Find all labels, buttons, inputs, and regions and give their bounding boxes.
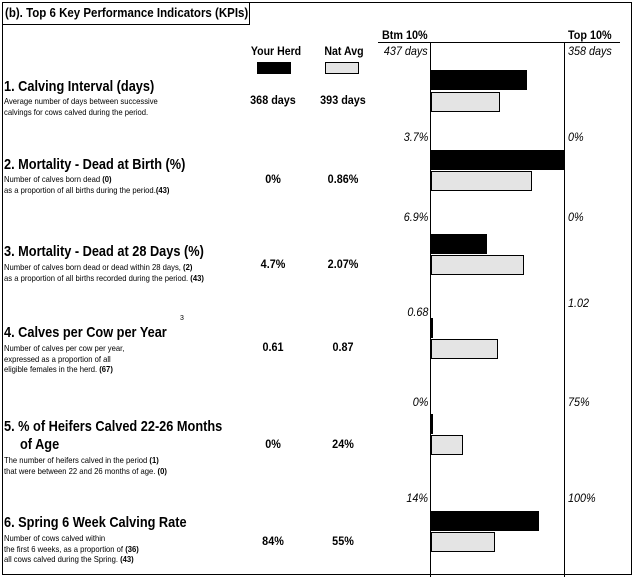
kpi-description-line: as a proportion of all births during the… xyxy=(4,185,169,196)
kpi-description-line: expressed as a proportion of all xyxy=(4,354,124,365)
section-title: (b). Top 6 Key Performance Indicators (K… xyxy=(5,6,249,20)
kpi-description-text: expressed as a proportion of all xyxy=(4,353,111,364)
your-herd-bar-2 xyxy=(431,150,564,170)
kpi-description-line: Number of calves born dead or dead withi… xyxy=(4,262,204,273)
nat-avg-bar-4 xyxy=(431,339,498,359)
kpi-description-4: Number of calves per cow per year, expres… xyxy=(4,343,124,375)
bottom-10-value-5: 0% xyxy=(412,395,428,409)
kpi-description-line: the first 6 weeks, as a proportion of (3… xyxy=(4,544,139,555)
nat-avg-bar-6 xyxy=(431,532,495,552)
top-10-value-5: 75% xyxy=(568,395,590,409)
kpi-title-1: 1. Calving Interval (days) xyxy=(4,78,155,95)
your-herd-header: Your Herd xyxy=(250,44,302,58)
top-10-value-4: 1.02 xyxy=(568,296,590,310)
kpi-description-text: Number of calves per cow per year, xyxy=(4,343,125,353)
kpi-description-text: Number of calves born dead or dead withi… xyxy=(4,262,184,272)
kpi-description-text: the first 6 weeks, as a proportion of xyxy=(4,543,126,554)
kpi-description-6: Number of cows calved within the first 6 … xyxy=(4,533,139,565)
kpi-title-2: 2. Mortality - Dead at Birth (%) xyxy=(4,156,186,173)
kpi-title-4: 4. Calves per Cow per Year xyxy=(4,324,167,341)
bottom-10-value-6: 14% xyxy=(406,491,428,505)
benchmark-rule xyxy=(378,42,620,43)
kpi-description-line: Number of calves born dead (0) xyxy=(4,174,169,185)
nat-avg-value-4: 0.87 xyxy=(332,340,354,354)
nat-avg-header: Nat Avg xyxy=(324,44,364,58)
kpi-count: (36) xyxy=(125,543,139,554)
nat-avg-bar-1 xyxy=(431,92,500,112)
kpi-description-line: eligible females in the herd. (67) xyxy=(4,364,124,375)
your-herd-value-2: 0% xyxy=(265,172,281,186)
top-10-value-2: 0% xyxy=(568,130,584,144)
your-herd-bar-1 xyxy=(431,70,527,90)
kpi-description-text: that were between 22 and 26 months of ag… xyxy=(4,465,158,476)
kpi-title-5: 5. % of Heifers Calved 22-26 Months xyxy=(4,418,223,435)
kpi-description-line: all cows calved during the Spring. (43) xyxy=(4,554,139,565)
kpi-description-2: Number of calves born dead (0) as a propo… xyxy=(4,174,169,195)
kpi-description-line: Number of calves per cow per year, xyxy=(4,343,124,354)
kpi-count: (0) xyxy=(157,465,167,476)
kpi-count: (43) xyxy=(120,554,134,564)
kpi-description-line: Average number of days between successiv… xyxy=(4,96,158,106)
your-herd-bar-3 xyxy=(431,234,487,254)
kpi-description-5: The number of heifers calved in the peri… xyxy=(4,455,167,476)
kpi-superscript-4: 3 xyxy=(180,315,184,322)
kpi-description-text: Number of cows calved within xyxy=(4,533,106,543)
top-10-value-3: 0% xyxy=(568,210,584,224)
kpi-description-line: calvings for cows calved during the peri… xyxy=(4,106,149,117)
your-herd-value-5: 0% xyxy=(265,437,281,451)
top-10-axis xyxy=(564,42,565,577)
bottom-10-value-2: 3.7% xyxy=(403,130,428,144)
nat-avg-value-3: 2.07% xyxy=(327,257,359,271)
your-herd-legend-swatch xyxy=(257,62,291,74)
your-herd-bar-6 xyxy=(431,511,539,531)
top-10-value-1: 358 days xyxy=(568,44,612,58)
bottom-10-value-1: 437 days xyxy=(384,44,428,58)
kpi-description-line: The number of heifers calved in the peri… xyxy=(4,455,167,466)
bottom-10-axis xyxy=(430,42,431,577)
kpi-description-text: all cows calved during the Spring. xyxy=(4,554,121,564)
kpi-description-text: as a proportion of all births recorded d… xyxy=(4,272,191,283)
top-10-value-6: 100% xyxy=(568,491,596,505)
your-herd-bar-4 xyxy=(431,318,433,338)
kpi-count: (67) xyxy=(99,364,113,374)
nat-avg-value-6: 55% xyxy=(332,534,354,548)
your-herd-value-3: 4.7% xyxy=(260,257,286,271)
your-herd-value-1: 368 days xyxy=(250,93,296,107)
kpi-description-3: Number of calves born dead or dead withi… xyxy=(4,262,204,283)
kpi-count: (43) xyxy=(155,184,170,195)
kpi-count: (43) xyxy=(190,272,204,283)
kpi-description-text: The number of heifers calved in the peri… xyxy=(4,455,150,465)
kpi-description-text: as a proportion of all births during the… xyxy=(4,184,156,195)
nat-avg-value-2: 0.86% xyxy=(327,172,359,186)
title-divider-vertical xyxy=(249,2,250,25)
bottom-10-value-4: 0.68 xyxy=(406,305,428,319)
kpi-count: (1) xyxy=(149,455,159,465)
nat-avg-value-5: 24% xyxy=(332,437,354,451)
your-herd-value-4: 0.61 xyxy=(262,340,284,354)
kpi-count: (0) xyxy=(102,174,112,184)
kpi-description-line: that were between 22 and 26 months of ag… xyxy=(4,466,167,477)
kpi-description-text: Number of calves born dead xyxy=(4,174,103,184)
kpi-count: (2) xyxy=(183,262,193,272)
nat-avg-bar-5 xyxy=(431,435,463,455)
kpi-description-line: as a proportion of all births recorded d… xyxy=(4,273,204,284)
nat-avg-legend-swatch xyxy=(325,62,359,74)
bottom-10-label: Btm 10% xyxy=(382,28,428,42)
kpi-title-6: 6. Spring 6 Week Calving Rate xyxy=(4,514,187,531)
title-divider xyxy=(2,24,250,25)
kpi-description-1: Average number of days between successiv… xyxy=(4,96,158,117)
your-herd-value-6: 84% xyxy=(262,534,284,548)
kpi-description-line: Number of cows calved within xyxy=(4,533,139,544)
kpi-description-text: eligible females in the herd. xyxy=(4,364,100,374)
top-10-label: Top 10% xyxy=(568,28,612,42)
nat-avg-bar-2 xyxy=(431,171,532,191)
kpi-title-3: 3. Mortality - Dead at 28 Days (%) xyxy=(4,243,204,260)
nat-avg-value-1: 393 days xyxy=(320,93,366,107)
bottom-10-value-3: 6.9% xyxy=(403,210,428,224)
nat-avg-bar-3 xyxy=(431,255,524,275)
your-herd-bar-5 xyxy=(431,414,433,434)
kpi-title-5-line2: of Age xyxy=(20,436,60,453)
